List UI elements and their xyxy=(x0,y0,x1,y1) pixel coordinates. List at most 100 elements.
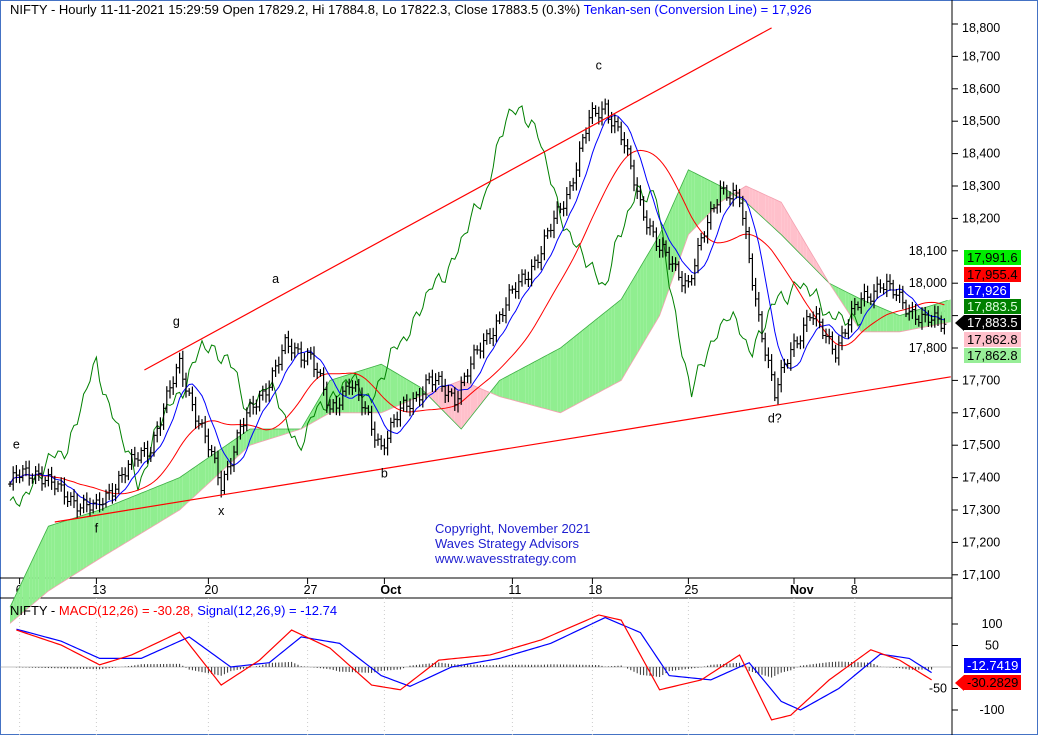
macd-y-tick-label: 100 xyxy=(982,617,1003,631)
ichimoku-cloud-segment xyxy=(141,491,145,534)
wave-label: b xyxy=(381,467,388,481)
ichimoku-cloud-segment xyxy=(80,515,84,571)
ichimoku-cloud-segment xyxy=(512,371,516,401)
ichimoku-cloud-segment xyxy=(438,387,442,410)
ichimoku-cloud-segment xyxy=(755,190,759,214)
ichimoku-cloud-segment xyxy=(570,337,574,408)
ichimoku-cloud-segment xyxy=(170,480,174,516)
macd-tag: -12.7419 xyxy=(964,658,1022,673)
ichimoku-cloud-segment xyxy=(864,300,868,332)
ichimoku-cloud-segment xyxy=(387,367,391,411)
ichimoku-cloud-segment xyxy=(410,381,414,401)
ichimoku-cloud-segment xyxy=(330,379,334,413)
ichimoku-cloud-segment xyxy=(189,468,193,502)
macd-y-tick-label: -100 xyxy=(979,703,1004,717)
price-tag: 17,862.8 xyxy=(964,348,1021,363)
ichimoku-cloud-segment xyxy=(64,520,68,581)
ichimoku-cloud-segment xyxy=(787,213,791,245)
macd-y-tick-label: -50 xyxy=(929,682,947,696)
ichimoku-cloud-segment xyxy=(269,429,273,440)
ichimoku-cloud-segment xyxy=(698,174,702,225)
ichimoku-cloud-segment xyxy=(758,191,762,217)
ichimoku-cloud-segment xyxy=(634,272,638,359)
ichimoku-cloud-segment xyxy=(202,459,206,490)
ichimoku-cloud-segment xyxy=(58,522,62,585)
y-tick-label: 18,800 xyxy=(962,21,1000,35)
price-tag: 17,883.5 xyxy=(964,299,1021,314)
ichimoku-cloud-segment xyxy=(653,240,657,327)
ichimoku-cloud-segment xyxy=(179,475,183,510)
ichimoku-cloud-segment xyxy=(83,514,87,569)
ohlc-readout: Hourly 11-11-2021 15:29:59 Open 17829.2,… xyxy=(58,2,581,17)
ichimoku-cloud-segment xyxy=(454,381,458,426)
ichimoku-cloud-segment xyxy=(640,261,644,348)
ichimoku-cloud-segment xyxy=(736,190,740,199)
y-tick-label: 18,500 xyxy=(962,114,1000,128)
ichimoku-cloud-segment xyxy=(819,267,823,277)
ichimoku-cloud-segment xyxy=(403,377,407,404)
ichimoku-cloud-segment xyxy=(118,500,122,547)
ichimoku-cloud-segment xyxy=(672,198,676,280)
ichimoku-cloud-segment xyxy=(752,188,756,212)
ichimoku-cloud-segment xyxy=(502,376,506,399)
y-tick-label: 18,300 xyxy=(962,179,1000,193)
ichimoku-cloud-segment xyxy=(608,307,612,388)
chikou-span-line xyxy=(9,105,862,508)
price-tag: 17,862.8 xyxy=(964,332,1021,347)
ichimoku-cloud-segment xyxy=(621,294,625,381)
x-tick-label: 8 xyxy=(851,583,858,597)
ohlc-bars xyxy=(8,98,947,519)
ichimoku-cloud-segment xyxy=(630,277,634,365)
ichimoku-cloud-segment xyxy=(262,429,266,442)
ichimoku-cloud-segment xyxy=(586,324,590,400)
ichimoku-cloud-segment xyxy=(493,384,497,396)
price-tag: 17,926 xyxy=(964,283,1010,298)
ichimoku-cloud-segment xyxy=(582,327,586,401)
ichimoku-cloud-segment xyxy=(947,299,951,323)
ichimoku-cloud-segment xyxy=(131,495,135,540)
ichimoku-cloud-segment xyxy=(522,366,526,404)
ichimoku-cloud-segment xyxy=(230,440,234,463)
ichimoku-cloud-segment xyxy=(198,462,202,493)
ichimoku-cloud-segment xyxy=(13,593,17,621)
macd-symbol: NIFTY - xyxy=(10,603,59,618)
ichimoku-cloud-segment xyxy=(691,171,695,232)
wave-label: x xyxy=(218,504,225,518)
tenkan-readout: Tenkan-sen (Conversion Line) = 17,926 xyxy=(580,2,812,17)
ichimoku-cloud-segment xyxy=(499,378,503,398)
y-tick-label: 17,800 xyxy=(909,341,947,355)
ichimoku-cloud-segment xyxy=(54,523,58,587)
ichimoku-cloud-segment xyxy=(134,494,138,538)
ichimoku-cloud-segment xyxy=(518,368,522,403)
x-tick-label: 13 xyxy=(92,583,106,597)
copyright-line: Copyright, November 2021 xyxy=(435,521,591,536)
trend-line xyxy=(144,27,772,371)
ichimoku-cloud-segment xyxy=(496,380,500,397)
ichimoku-cloud-segment xyxy=(48,525,52,591)
ichimoku-cloud-segment xyxy=(662,220,666,307)
x-tick-label: Oct xyxy=(380,583,402,597)
wave-label: g xyxy=(173,314,180,328)
ichimoku-cloud-segment xyxy=(342,375,346,413)
ichimoku-cloud-segment xyxy=(186,470,190,505)
ichimoku-cloud-segment xyxy=(934,303,938,326)
ichimoku-cloud-segment xyxy=(477,387,481,409)
ichimoku-cloud-segment xyxy=(157,485,161,524)
x-tick-label: 11 xyxy=(508,583,521,597)
ichimoku-cloud-segment xyxy=(458,380,462,429)
ichimoku-cloud-segment xyxy=(598,314,602,393)
ichimoku-cloud-segment xyxy=(893,312,897,332)
y-tick-label: 17,700 xyxy=(962,373,1000,387)
ichimoku-cloud-segment xyxy=(93,511,97,563)
ichimoku-cloud-segment xyxy=(381,364,385,413)
y-tick-label: 17,300 xyxy=(962,503,1000,517)
x-tick-label: Nov xyxy=(790,583,814,597)
ichimoku-cloud-segment xyxy=(109,504,113,553)
ichimoku-cloud-segment xyxy=(838,288,842,303)
company-name: Waves Strategy Advisors xyxy=(435,536,580,551)
ichimoku-cloud-segment xyxy=(832,284,836,293)
ichimoku-cloud-segment xyxy=(394,371,398,408)
ichimoku-cloud-segment xyxy=(464,381,468,425)
ichimoku-cloud-segment xyxy=(166,481,170,518)
